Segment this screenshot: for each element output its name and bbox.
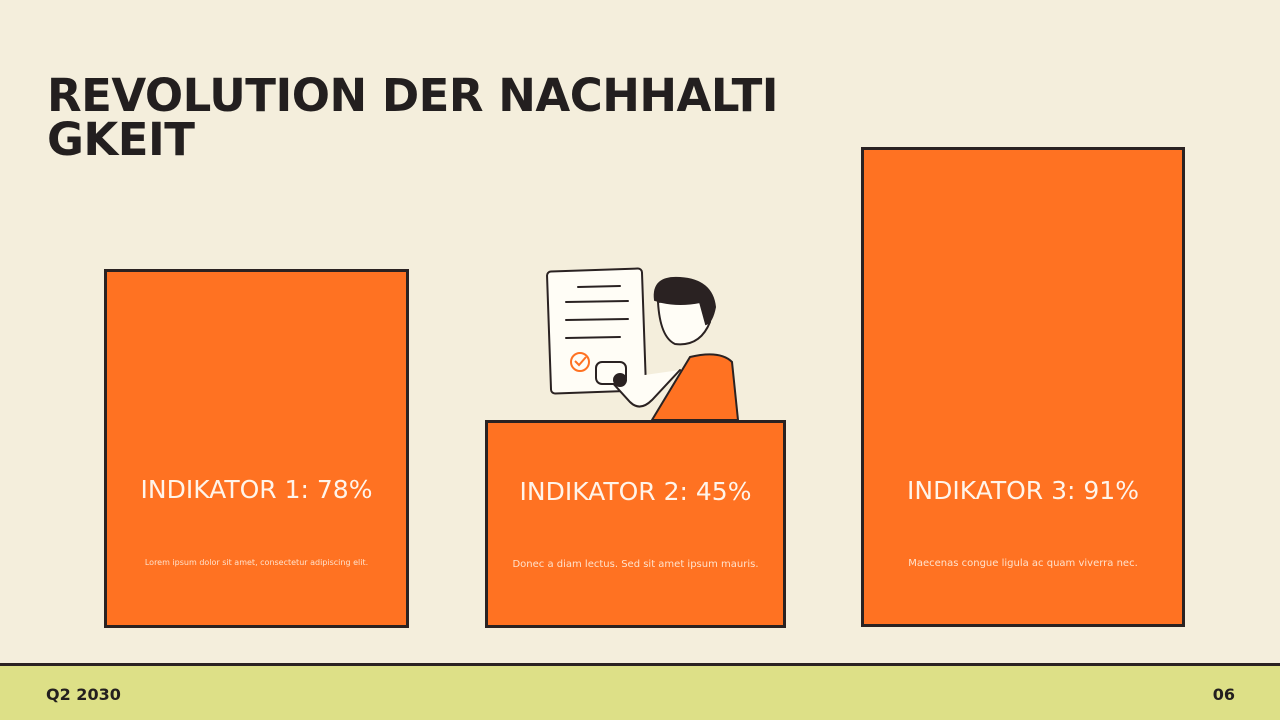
indicator-label: INDIKATOR 3: 91% — [907, 476, 1139, 505]
footer: Q2 2030 06 — [0, 663, 1280, 720]
indicator-description: Donec a diam lectus. Sed sit amet ipsum … — [512, 559, 759, 570]
indicator-card: INDIKATOR 1: 78% Lorem ipsum dolor sit a… — [104, 269, 409, 628]
footer-date: Q2 2030 — [46, 685, 121, 704]
indicator-card: INDIKATOR 2: 45% Donec a diam lectus. Se… — [485, 420, 786, 628]
indicator-description: Lorem ipsum dolor sit amet, consectetur … — [144, 558, 369, 567]
indicator-description: Maecenas congue ligula ac quam viverra n… — [908, 558, 1138, 569]
slide-title: REVOLUTION DER NACHHALTIGKEIT — [47, 69, 779, 166]
indicator-label: INDIKATOR 2: 45% — [519, 477, 752, 506]
indicator-card: INDIKATOR 3: 91% Maecenas congue ligula … — [861, 147, 1185, 627]
indicator-label: INDIKATOR 1: 78% — [140, 475, 373, 504]
page-number: 06 — [1212, 685, 1235, 704]
illustration — [546, 267, 740, 421]
